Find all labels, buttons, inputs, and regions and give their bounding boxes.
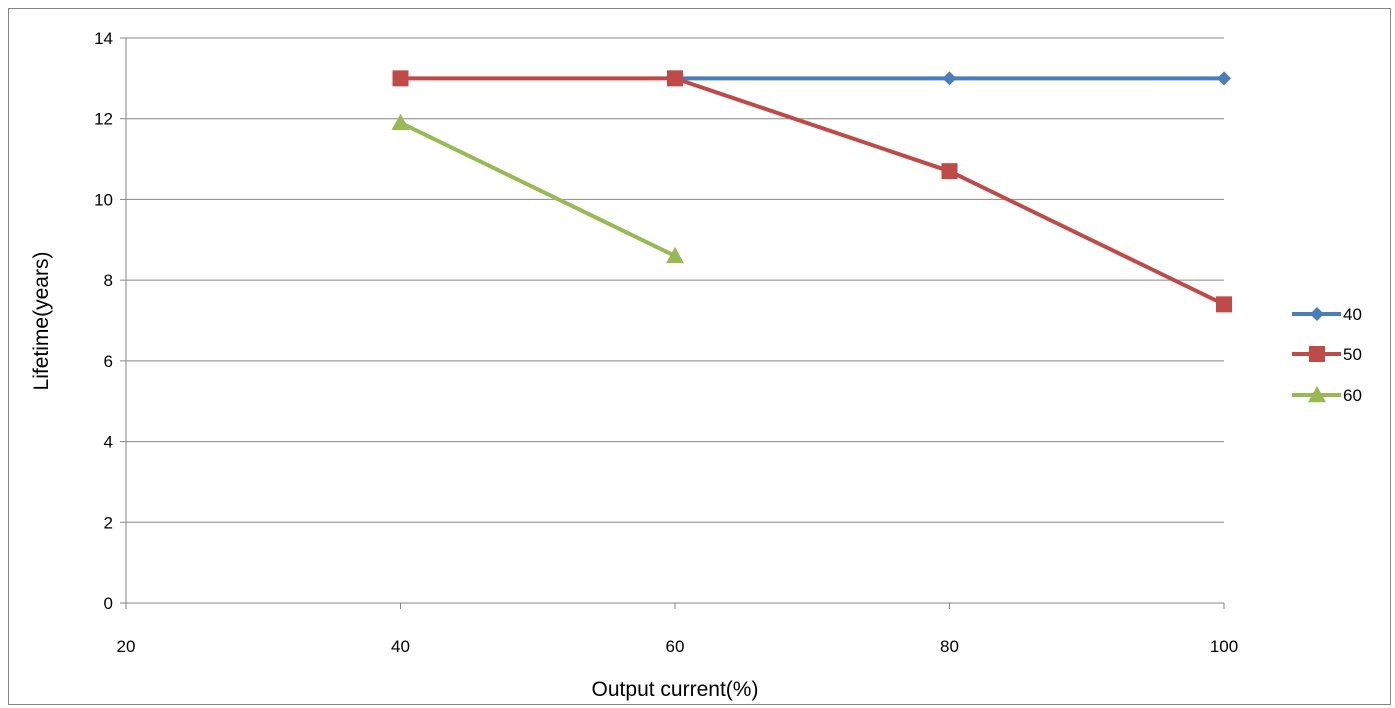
y-tick-label: 12 xyxy=(94,110,113,129)
series-markers xyxy=(391,70,1232,313)
legend: 40 50 60 xyxy=(1292,305,1362,405)
axes xyxy=(120,37,1225,609)
x-tick-label: 40 xyxy=(391,637,410,656)
x-axis-title: Output current(%) xyxy=(592,678,759,701)
legend-60-marker xyxy=(1308,386,1326,403)
series-50-line xyxy=(398,76,1226,307)
series-60-point xyxy=(391,113,410,130)
y-tick-label: 6 xyxy=(104,352,113,371)
y-tick-label: 14 xyxy=(94,29,113,48)
series-lines xyxy=(398,76,1226,307)
chart-frame xyxy=(8,8,1391,705)
legend-60-label: 60 xyxy=(1343,386,1362,405)
y-axis-title: Lifetime(years) xyxy=(30,252,53,391)
y-tick-label: 8 xyxy=(104,271,113,290)
legend-50-label: 50 xyxy=(1343,345,1362,364)
series-40-point xyxy=(942,71,957,86)
x-tick-label: 80 xyxy=(940,637,959,656)
x-tick-label: 100 xyxy=(1210,637,1238,656)
series-50-point xyxy=(941,163,958,180)
y-tick-label: 10 xyxy=(94,190,113,209)
y-tick-label: 0 xyxy=(104,594,113,613)
y-tick-label: 2 xyxy=(104,513,113,532)
tick-labels: 0 2 4 6 8 10 12 14 20 40 60 80 100 xyxy=(94,29,1238,656)
series-50-point xyxy=(392,70,409,87)
series-40-point xyxy=(1217,71,1231,86)
y-tick-label: 4 xyxy=(104,433,113,452)
series-60-line xyxy=(398,120,677,258)
x-tick-label: 20 xyxy=(117,637,136,656)
x-tick-label: 60 xyxy=(666,637,685,656)
legend-50-marker xyxy=(1309,346,1325,362)
series-60-point xyxy=(666,246,684,264)
legend-40-marker xyxy=(1310,307,1324,321)
legend-40-label: 40 xyxy=(1343,305,1362,324)
gridlines xyxy=(126,37,1224,523)
series-50-point xyxy=(1216,296,1232,313)
series-50-point xyxy=(667,70,683,87)
